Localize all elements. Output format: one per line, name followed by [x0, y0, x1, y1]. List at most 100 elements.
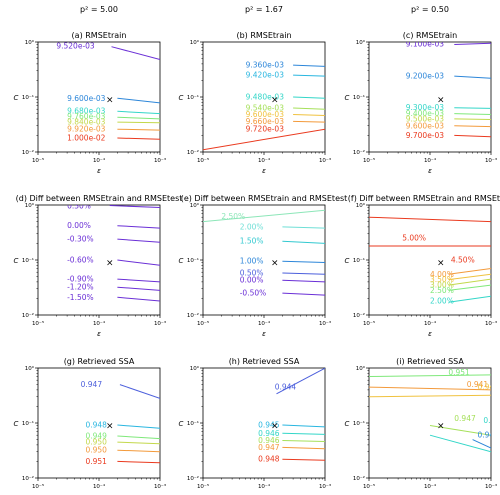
- y-tick-label: 10⁻¹: [353, 257, 365, 264]
- y-axis-label: C: [14, 257, 19, 265]
- panel-title: (b) RMSEtrain: [236, 31, 291, 40]
- contour-label-6: 0.00%: [240, 276, 264, 285]
- contour-label-6: 0.946: [477, 431, 499, 440]
- optimum-marker: ×: [437, 259, 445, 269]
- y-axis-label: C: [14, 420, 19, 428]
- optimum-marker: ×: [437, 96, 445, 106]
- contour-line-5: [282, 446, 325, 450]
- x-axis-label: ε: [428, 167, 432, 175]
- panel-title: (a) RMSEtrain: [72, 31, 127, 40]
- y-tick-label: 10⁰: [356, 365, 366, 372]
- contour-line-4: [117, 116, 160, 120]
- contour-line-4: [117, 441, 160, 445]
- x-tick-label: 10⁻⁵: [363, 157, 375, 164]
- x-tick-label: 10⁻⁴: [93, 320, 106, 327]
- chart-panel-h: (h) Retrieved SSA 10⁻⁵ 10⁻⁴ 10⁻³ 10⁰ 10⁻¹ 10⁻²…: [179, 357, 332, 495]
- contour-line-2: [117, 424, 160, 429]
- x-tick-label: 10⁻⁵: [197, 157, 209, 164]
- contour-label-2: 0.00%: [67, 221, 91, 230]
- y-axis-label: C: [179, 94, 184, 102]
- contour-line-7: [117, 296, 160, 302]
- x-tick-label: 10⁻⁴: [93, 483, 106, 490]
- contour-label-4: 3.50%: [430, 275, 454, 284]
- contour-label-3: 9.680e-03: [67, 106, 106, 115]
- contour-label-5: 0.950: [85, 446, 107, 455]
- y-axis-label: C: [14, 94, 19, 102]
- contour-line-1: [454, 42, 491, 45]
- contour-label-5: 0.947: [258, 443, 280, 452]
- contour-label-5: -0.90%: [67, 275, 94, 284]
- contour-line-1: [203, 209, 325, 223]
- y-tick-label: 10⁻¹: [187, 420, 199, 427]
- column-title-2: p² = 1.67: [245, 5, 283, 14]
- y-tick-label: 10⁻¹: [22, 420, 34, 427]
- column-title-1: p² = 5.00: [80, 5, 118, 14]
- contour-label-1: 9.520e-03: [56, 42, 95, 51]
- contour-label-4: 0.947: [454, 414, 476, 423]
- contour-line-3: [282, 240, 325, 244]
- y-tick-label: 10⁻²: [353, 475, 365, 482]
- contour-line-4: [282, 440, 325, 442]
- contour-line-7: [117, 137, 160, 140]
- y-tick-label: 10⁻¹: [22, 257, 34, 264]
- x-tick-label: 10⁻³: [319, 320, 331, 327]
- y-tick-label: 10⁻²: [22, 475, 34, 482]
- x-axis-label: ε: [97, 330, 101, 338]
- series-group: 5.00% 4.50% 4.00%3.50%3.00%2.50%2.00%: [369, 216, 491, 305]
- y-axis-label: C: [345, 420, 350, 428]
- series-group: 9.360e-039.420e-03 9.480e-03 9.540e-039.60…: [203, 61, 325, 151]
- chart-panel-i: (i) Retrieved SSA 10⁻⁵ 10⁻⁴ 10⁻³ 10⁰ 10⁻¹ 10⁻²…: [345, 357, 499, 495]
- contour-label-4: -0.60%: [67, 256, 94, 265]
- panel-title: (f) Diff between RMSEtrain and RMSEtest: [348, 194, 500, 203]
- optimum-marker: ×: [106, 96, 114, 106]
- y-tick-label: 10⁰: [25, 365, 35, 372]
- contour-line-7: [454, 134, 491, 138]
- x-axis-label: ε: [262, 330, 266, 338]
- y-tick-label: 10⁰: [356, 39, 366, 46]
- optimum-marker: ×: [106, 422, 114, 432]
- contour-label-5: 9.600e-03: [246, 110, 285, 119]
- contour-line-5: [454, 118, 491, 120]
- y-tick-label: 10⁻¹: [353, 94, 365, 101]
- x-tick-label: 10⁻⁴: [93, 157, 106, 164]
- x-axis-label: ε: [428, 330, 432, 338]
- contour-line-1: [276, 368, 325, 395]
- contour-label-3: 1.50%: [240, 237, 264, 246]
- contour-line-3: [117, 435, 160, 440]
- y-tick-label: 10⁻²: [353, 149, 365, 156]
- contour-line-2: [293, 74, 325, 77]
- y-axis-label: C: [345, 94, 350, 102]
- optimum-marker: ×: [271, 422, 279, 432]
- y-tick-label: 10⁻²: [22, 312, 34, 319]
- contour-label-4: 0.950: [85, 438, 107, 447]
- contour-label-1: 5.00%: [402, 234, 426, 243]
- contour-line-4: [117, 259, 160, 266]
- contour-line-5: [117, 121, 160, 124]
- contour-line-5: [293, 114, 325, 116]
- contour-label-2: 9.200e-03: [406, 72, 445, 81]
- contour-label-5: 0.50%: [240, 269, 264, 278]
- contour-line-3: [448, 268, 491, 275]
- panel-title: (g) Retrieved SSA: [64, 357, 135, 366]
- contour-label-1: 0.30%: [67, 202, 91, 211]
- contour-label-2: 0.945: [258, 420, 280, 429]
- contour-line-6: [472, 439, 491, 449]
- y-tick-label: 10⁰: [190, 202, 200, 209]
- contour-line-3: [117, 110, 160, 115]
- y-axis-label: C: [179, 257, 184, 265]
- contour-label-7: -0.50%: [240, 289, 267, 298]
- contour-label-3: 9.480e-03: [246, 93, 285, 102]
- contour-label-6: 2.50%: [430, 286, 454, 295]
- y-tick-label: 10⁻²: [187, 312, 199, 319]
- contour-label-1: 0.951: [448, 368, 470, 377]
- x-tick-label: 10⁻⁵: [363, 483, 375, 490]
- contour-label-2: 9.420e-03: [246, 71, 285, 80]
- contour-label-5: 9.500e-03: [406, 114, 445, 123]
- y-tick-label: 10⁻¹: [187, 257, 199, 264]
- contour-line-5: [282, 272, 325, 275]
- y-tick-label: 10⁻¹: [187, 94, 199, 101]
- contour-label-7: 2.00%: [430, 296, 454, 305]
- contour-line-1: [369, 374, 491, 377]
- contour-label-2: 2.00%: [240, 222, 264, 231]
